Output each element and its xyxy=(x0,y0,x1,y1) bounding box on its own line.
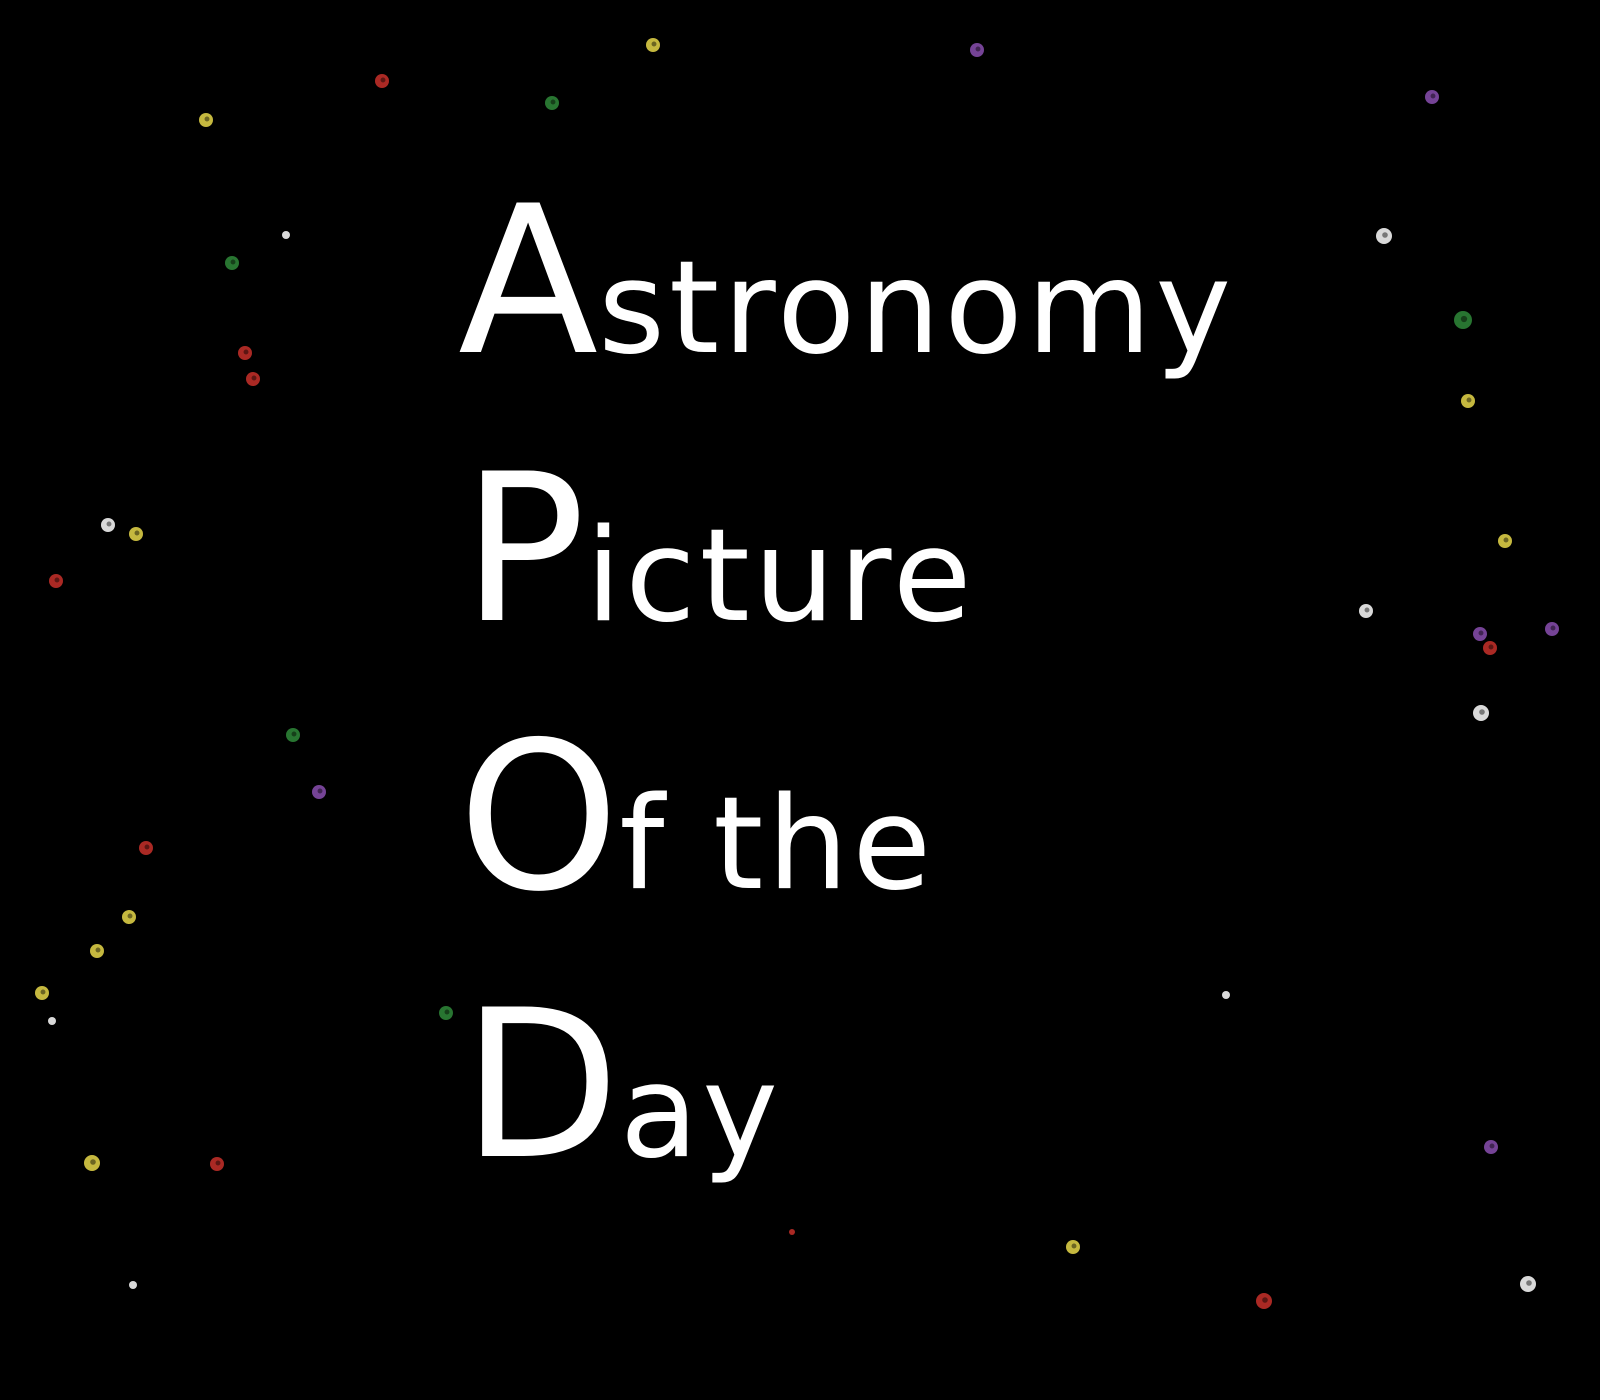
star-icon xyxy=(1359,604,1373,618)
star-icon xyxy=(225,256,239,270)
star-icon xyxy=(84,1155,100,1171)
title-word-rest-picture: icture xyxy=(585,502,976,651)
title-initial-p: P xyxy=(462,431,586,669)
star-icon xyxy=(1066,1240,1080,1254)
title-initial-o: O xyxy=(458,699,620,937)
star-icon xyxy=(129,1281,137,1289)
star-icon xyxy=(1454,311,1472,329)
star-icon xyxy=(101,518,115,532)
star-icon xyxy=(122,910,136,924)
star-icon xyxy=(199,113,213,127)
star-icon xyxy=(286,728,300,742)
title-word-rest-day: ay xyxy=(619,1038,783,1187)
star-icon xyxy=(1425,90,1439,104)
star-icon xyxy=(282,231,290,239)
star-icon xyxy=(375,74,389,88)
star-icon xyxy=(48,1017,56,1025)
title-initial-d: D xyxy=(462,967,620,1205)
title-line-picture: Picture xyxy=(462,448,975,653)
star-icon xyxy=(1498,534,1512,548)
star-icon xyxy=(1545,622,1559,636)
star-icon xyxy=(129,527,143,541)
title-initial-a: A xyxy=(458,163,599,401)
star-icon xyxy=(1473,627,1487,641)
star-icon xyxy=(789,1229,795,1235)
star-icon xyxy=(1256,1293,1272,1309)
star-icon xyxy=(545,96,559,110)
star-icon xyxy=(1376,228,1392,244)
star-icon xyxy=(49,574,63,588)
title-line-astronomy: Astronomy xyxy=(458,180,1235,385)
star-icon xyxy=(1222,991,1230,999)
star-icon xyxy=(139,841,153,855)
star-icon xyxy=(1461,394,1475,408)
star-icon xyxy=(970,43,984,57)
star-icon xyxy=(439,1006,453,1020)
star-icon xyxy=(1520,1276,1536,1292)
star-icon xyxy=(90,944,104,958)
title-word-rest-astronomy: stronomy xyxy=(598,234,1236,383)
star-icon xyxy=(646,38,660,52)
title-word-rest-of-the: f the xyxy=(619,770,936,919)
star-icon xyxy=(1473,705,1489,721)
star-icon xyxy=(210,1157,224,1171)
title-line-day: Day xyxy=(462,984,782,1189)
star-icon xyxy=(1484,1140,1498,1154)
title-line-of-the: Of the xyxy=(458,716,935,921)
star-icon xyxy=(1483,641,1497,655)
star-icon xyxy=(246,372,260,386)
star-icon xyxy=(238,346,252,360)
star-icon xyxy=(312,785,326,799)
star-icon xyxy=(35,986,49,1000)
